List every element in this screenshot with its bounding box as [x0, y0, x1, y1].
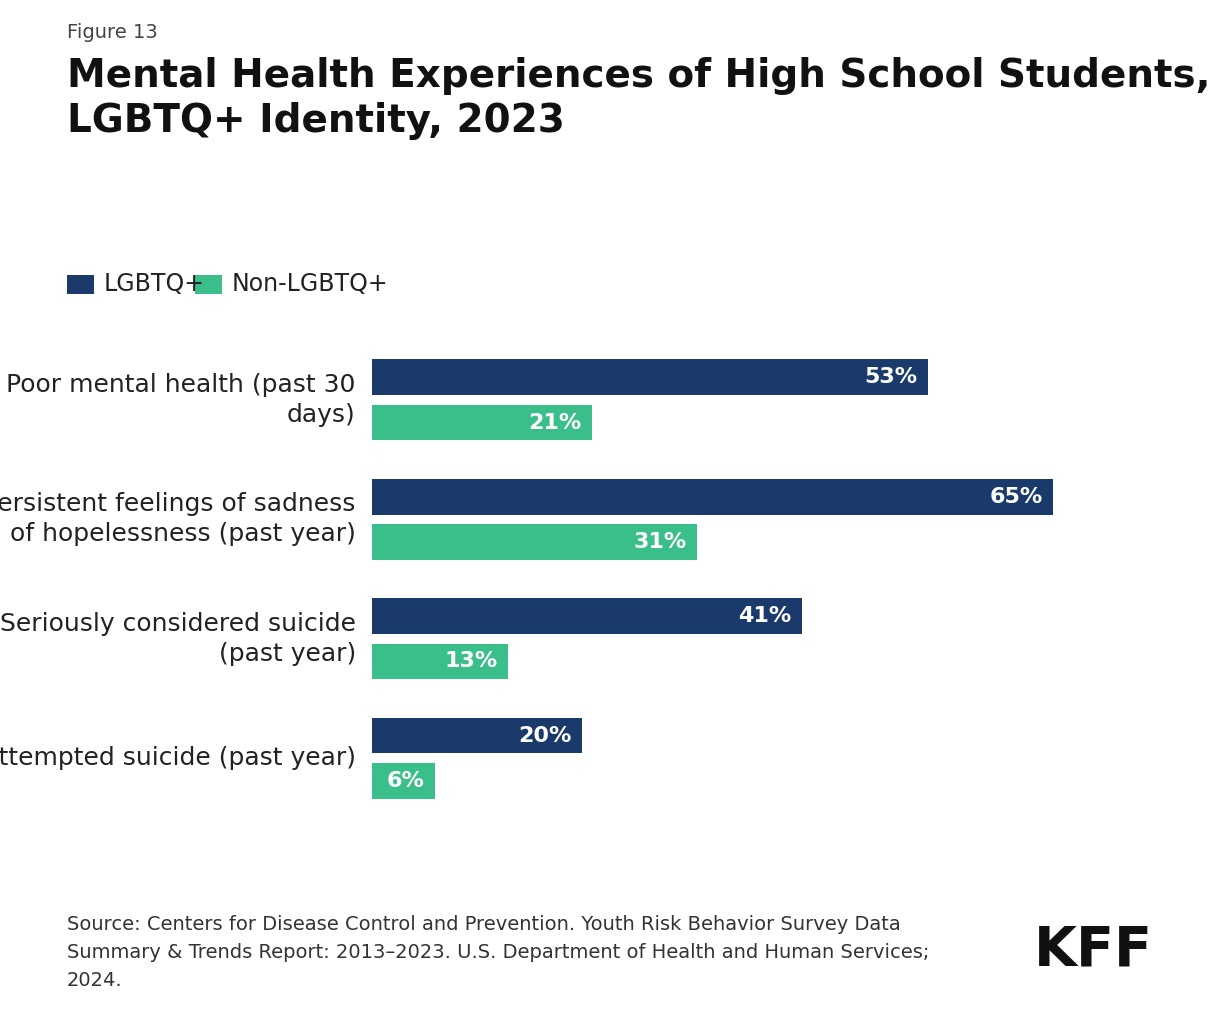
Bar — [372, 404, 592, 440]
Text: Attempted suicide (past year): Attempted suicide (past year) — [0, 747, 356, 770]
Text: 31%: 31% — [633, 533, 687, 552]
Text: LGBTQ+: LGBTQ+ — [104, 272, 205, 297]
Bar — [372, 359, 927, 395]
Text: 20%: 20% — [517, 726, 571, 746]
Text: Non-LGBTQ+: Non-LGBTQ+ — [232, 272, 388, 297]
Bar — [372, 524, 697, 560]
Text: 41%: 41% — [738, 606, 792, 626]
Text: 21%: 21% — [528, 413, 582, 432]
Text: 6%: 6% — [387, 771, 425, 791]
Text: KFF: KFF — [1033, 923, 1153, 977]
Bar — [372, 763, 436, 799]
Text: Mental Health Experiences of High School Students, by
LGBTQ+ Identity, 2023: Mental Health Experiences of High School… — [67, 57, 1220, 141]
Text: 13%: 13% — [444, 651, 498, 671]
Bar — [372, 643, 509, 679]
Text: 53%: 53% — [864, 367, 917, 387]
Text: Figure 13: Figure 13 — [67, 23, 157, 41]
Text: 65%: 65% — [989, 487, 1043, 507]
Bar — [372, 479, 1053, 515]
Text: Poor mental health (past 30
days): Poor mental health (past 30 days) — [6, 373, 356, 427]
Text: Persistent feelings of sadness
of hopelessness (past year): Persistent feelings of sadness of hopele… — [0, 492, 356, 546]
Text: Seriously considered suicide
(past year): Seriously considered suicide (past year) — [0, 612, 356, 666]
Bar — [372, 598, 802, 634]
Bar — [372, 718, 582, 754]
Text: Source: Centers for Disease Control and Prevention. Youth Risk Behavior Survey D: Source: Centers for Disease Control and … — [67, 915, 930, 991]
